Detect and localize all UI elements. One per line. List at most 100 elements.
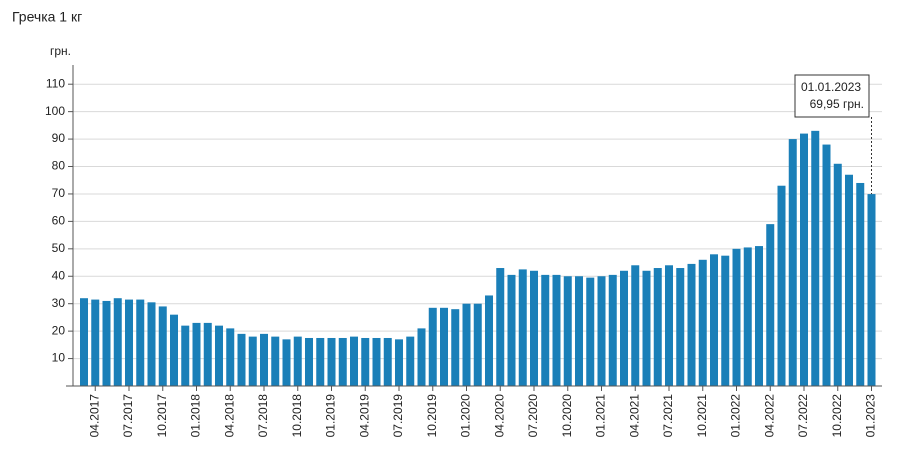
bar <box>327 337 336 386</box>
bar <box>271 336 280 386</box>
bar <box>203 322 212 386</box>
bar <box>743 247 752 386</box>
x-tick-label: 10.2021 <box>695 394 709 438</box>
x-tick-label: 10.2018 <box>290 394 304 438</box>
y-tick-label: 60 <box>52 214 66 228</box>
bar <box>822 144 831 386</box>
bar <box>698 259 707 386</box>
bar <box>732 248 741 386</box>
bar <box>316 337 325 386</box>
y-tick-label: 80 <box>52 159 66 173</box>
y-tick-label: 50 <box>52 241 66 255</box>
bar <box>440 307 448 386</box>
bar <box>428 307 437 386</box>
x-tick-label: 10.2022 <box>830 394 844 438</box>
x-tick-label: 10.2017 <box>155 394 169 438</box>
y-axis-label: грн. <box>50 44 71 58</box>
x-tick-label: 07.2019 <box>391 394 405 438</box>
bar <box>507 274 516 386</box>
bar <box>158 306 167 386</box>
y-tick-label: 110 <box>46 76 65 90</box>
bar <box>620 270 628 386</box>
x-tick-label: 01.2022 <box>729 394 743 438</box>
bar <box>755 246 763 386</box>
bar <box>541 274 550 386</box>
tooltip-date: 01.01.2023 <box>801 80 861 94</box>
x-tick-label: 04.2022 <box>762 394 776 438</box>
bar <box>293 336 302 386</box>
y-tick-label: 100 <box>45 104 65 118</box>
bar <box>102 300 111 386</box>
bar <box>395 339 403 386</box>
tooltip-box <box>794 74 870 118</box>
bar <box>248 336 257 386</box>
bar <box>710 254 718 386</box>
bar <box>687 263 696 386</box>
x-tick-label: 04.2017 <box>87 394 101 438</box>
bar <box>406 336 415 386</box>
bar <box>350 336 358 386</box>
bar <box>192 322 201 386</box>
bar <box>845 174 853 386</box>
chart-title: Гречка 1 кг <box>12 9 82 25</box>
bar <box>665 265 673 386</box>
x-tick-label: 01.2023 <box>864 394 878 438</box>
bar <box>563 276 572 386</box>
bar <box>181 325 190 386</box>
x-tick-label: 01.2018 <box>189 394 203 438</box>
bar <box>125 299 133 386</box>
bar <box>372 337 381 386</box>
x-tick-label: 07.2018 <box>256 394 270 438</box>
x-tick-label: 10.2020 <box>560 394 574 438</box>
bar <box>552 274 561 386</box>
bar <box>338 337 347 386</box>
bar <box>575 276 583 386</box>
x-tick-label: 01.2020 <box>459 394 473 438</box>
bar <box>586 277 595 386</box>
bar <box>788 139 797 386</box>
y-tick-label: 70 <box>52 186 66 200</box>
bar <box>833 163 842 386</box>
bar <box>642 270 651 386</box>
y-tick-label: 40 <box>52 268 66 282</box>
x-tick-label: 04.2020 <box>492 394 506 438</box>
bar <box>451 309 460 386</box>
x-tick-label: 10.2019 <box>425 394 439 438</box>
bar <box>417 328 426 386</box>
bar <box>608 274 617 386</box>
y-tick-label: 10 <box>52 351 66 365</box>
bar <box>653 268 662 386</box>
bar <box>91 299 100 386</box>
bar <box>676 268 685 386</box>
y-tick-label: 90 <box>52 131 66 145</box>
bar <box>80 298 88 386</box>
tooltip: 01.01.2023 69,95 грн. <box>794 74 872 195</box>
x-tick-label: 01.2021 <box>594 394 608 438</box>
bar <box>800 133 808 386</box>
bar <box>383 337 392 386</box>
bar <box>136 299 145 386</box>
bar <box>856 182 865 386</box>
bar <box>170 314 178 386</box>
bars <box>80 130 876 386</box>
y-tick-label: 20 <box>52 323 66 337</box>
bar <box>518 269 527 386</box>
x-tick-label: 07.2022 <box>796 394 810 438</box>
bar <box>462 303 471 386</box>
bar <box>361 337 370 386</box>
bar <box>215 325 223 386</box>
x-tick-label: 07.2020 <box>526 394 540 438</box>
x-tick-label: 07.2021 <box>661 394 675 438</box>
bar <box>530 270 538 386</box>
bar <box>811 130 820 386</box>
x-tick-label: 04.2018 <box>222 394 236 438</box>
bar <box>226 328 235 386</box>
bar <box>721 255 730 386</box>
bar <box>147 302 156 386</box>
bar <box>485 295 493 386</box>
bar <box>631 265 640 386</box>
bar <box>867 194 876 386</box>
x-tick-label: 01.2019 <box>324 394 338 438</box>
bar <box>766 224 775 386</box>
tooltip-value: 69,95 грн. <box>810 97 864 111</box>
